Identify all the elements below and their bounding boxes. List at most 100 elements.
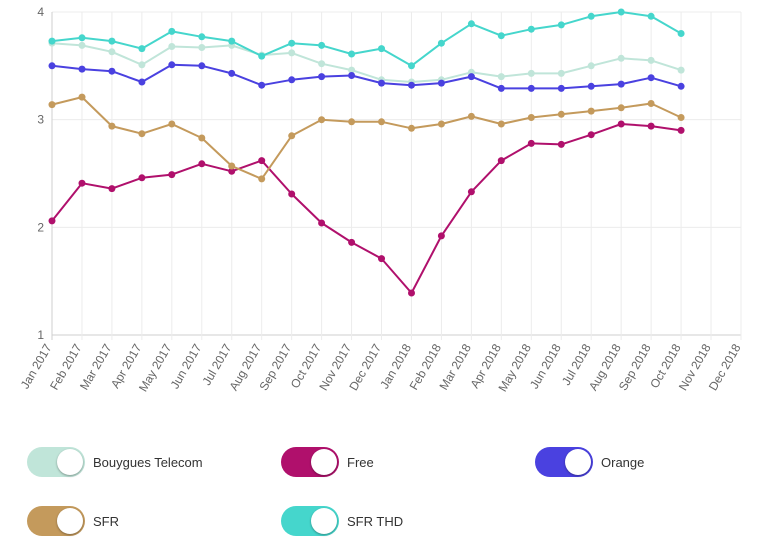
data-point-orange bbox=[258, 81, 266, 89]
data-point-orange bbox=[48, 62, 56, 70]
data-point-sfr-thd bbox=[437, 39, 445, 47]
legend-toggle-sfr-thd[interactable] bbox=[281, 506, 339, 536]
data-point-free bbox=[497, 157, 505, 165]
data-point-bouygues-telecom bbox=[348, 66, 356, 74]
legend-item-sfr-thd[interactable]: SFR THD bbox=[281, 506, 403, 536]
toggle-knob bbox=[57, 508, 83, 534]
data-point-free bbox=[168, 171, 176, 179]
toggle-knob bbox=[565, 449, 591, 475]
series-line-orange bbox=[51, 63, 682, 90]
data-point-free bbox=[78, 179, 86, 187]
toggle-knob bbox=[57, 449, 83, 475]
series-line-sfr-thd bbox=[51, 11, 682, 67]
legend-item-sfr[interactable]: SFR bbox=[27, 506, 119, 536]
data-point-free bbox=[587, 131, 595, 139]
data-point-free bbox=[138, 174, 146, 182]
data-point-bouygues-telecom bbox=[557, 69, 565, 77]
data-point-free bbox=[348, 238, 356, 246]
data-point-orange bbox=[78, 65, 86, 73]
data-point-bouygues-telecom bbox=[198, 44, 206, 51]
data-point-sfr-thd bbox=[617, 8, 625, 16]
data-point-sfr bbox=[108, 122, 116, 130]
data-point-sfr-thd bbox=[467, 20, 475, 28]
data-point-sfr-thd bbox=[408, 62, 415, 70]
series-line-bouygues-telecom bbox=[51, 42, 682, 83]
data-point-bouygues-telecom bbox=[318, 60, 326, 68]
data-point-free bbox=[557, 140, 565, 148]
data-point-orange bbox=[198, 62, 206, 70]
data-point-bouygues-telecom bbox=[587, 62, 595, 70]
data-point-free bbox=[437, 232, 445, 240]
y-tick-label: 4 bbox=[37, 5, 44, 19]
y-tick-label: 1 bbox=[37, 328, 44, 342]
data-point-orange bbox=[378, 79, 385, 87]
data-point-bouygues-telecom bbox=[497, 73, 505, 81]
data-point-free bbox=[617, 120, 625, 128]
data-point-sfr-thd bbox=[288, 39, 296, 47]
legend-toggle-free[interactable] bbox=[281, 447, 339, 477]
legend-toggle-orange[interactable] bbox=[535, 447, 593, 477]
legend-toggle-sfr[interactable] bbox=[27, 506, 85, 536]
data-point-orange bbox=[108, 67, 116, 75]
data-point-free bbox=[258, 157, 266, 165]
data-point-sfr-thd bbox=[168, 27, 176, 35]
data-point-sfr-thd bbox=[48, 37, 56, 45]
data-point-orange bbox=[527, 84, 535, 92]
data-point-orange bbox=[437, 79, 445, 87]
legend-item-bouygues-telecom[interactable]: Bouygues Telecom bbox=[27, 447, 203, 477]
data-point-bouygues-telecom bbox=[78, 41, 86, 49]
data-point-sfr-thd bbox=[228, 37, 236, 45]
data-point-orange bbox=[168, 61, 176, 69]
data-point-sfr bbox=[288, 132, 296, 140]
data-point-free bbox=[288, 190, 296, 198]
data-point-sfr bbox=[258, 175, 266, 183]
data-point-sfr bbox=[437, 120, 445, 128]
legend-item-free[interactable]: Free bbox=[281, 447, 374, 477]
data-point-free bbox=[228, 167, 236, 175]
data-point-sfr-thd bbox=[78, 34, 86, 42]
data-point-sfr-thd bbox=[647, 12, 655, 20]
data-point-bouygues-telecom bbox=[527, 69, 535, 77]
data-point-bouygues-telecom bbox=[617, 54, 625, 62]
series-line-sfr bbox=[51, 96, 682, 180]
legend-label-orange: Orange bbox=[601, 454, 645, 470]
legend-item-orange[interactable]: Orange bbox=[535, 447, 644, 477]
data-point-orange bbox=[318, 73, 326, 81]
data-point-orange bbox=[557, 84, 565, 92]
legend-label-sfr-thd: SFR THD bbox=[347, 513, 404, 529]
data-point-orange bbox=[138, 78, 146, 86]
data-point-free bbox=[108, 185, 116, 193]
toggle-knob bbox=[311, 508, 337, 534]
legend-toggle-bouygues-telecom[interactable] bbox=[27, 447, 85, 477]
series-line-free bbox=[51, 123, 682, 294]
data-point-orange bbox=[617, 80, 625, 88]
data-point-sfr bbox=[467, 112, 475, 120]
legend-label-sfr: SFR bbox=[93, 513, 119, 529]
data-point-bouygues-telecom bbox=[108, 48, 116, 56]
data-point-sfr-thd bbox=[198, 33, 206, 41]
data-point-sfr-thd bbox=[348, 50, 356, 58]
data-point-free bbox=[378, 255, 385, 263]
data-point-free bbox=[467, 188, 475, 196]
data-point-sfr-thd bbox=[587, 12, 595, 20]
data-point-orange bbox=[288, 76, 296, 84]
data-point-orange bbox=[467, 73, 475, 81]
data-point-sfr-thd bbox=[557, 21, 565, 29]
data-point-free bbox=[198, 160, 206, 168]
data-point-bouygues-telecom bbox=[288, 49, 296, 57]
data-point-sfr bbox=[617, 104, 625, 112]
data-point-sfr bbox=[647, 100, 655, 107]
data-point-sfr bbox=[78, 93, 86, 101]
data-point-orange bbox=[677, 82, 685, 90]
data-point-bouygues-telecom bbox=[647, 56, 655, 64]
data-point-sfr-thd bbox=[108, 37, 116, 45]
data-point-sfr-thd bbox=[378, 45, 385, 53]
data-point-sfr bbox=[527, 114, 535, 121]
data-point-orange bbox=[647, 74, 655, 82]
data-point-free bbox=[318, 219, 326, 227]
data-point-sfr bbox=[378, 118, 385, 126]
data-point-sfr bbox=[138, 130, 146, 138]
data-point-sfr-thd bbox=[318, 41, 326, 49]
